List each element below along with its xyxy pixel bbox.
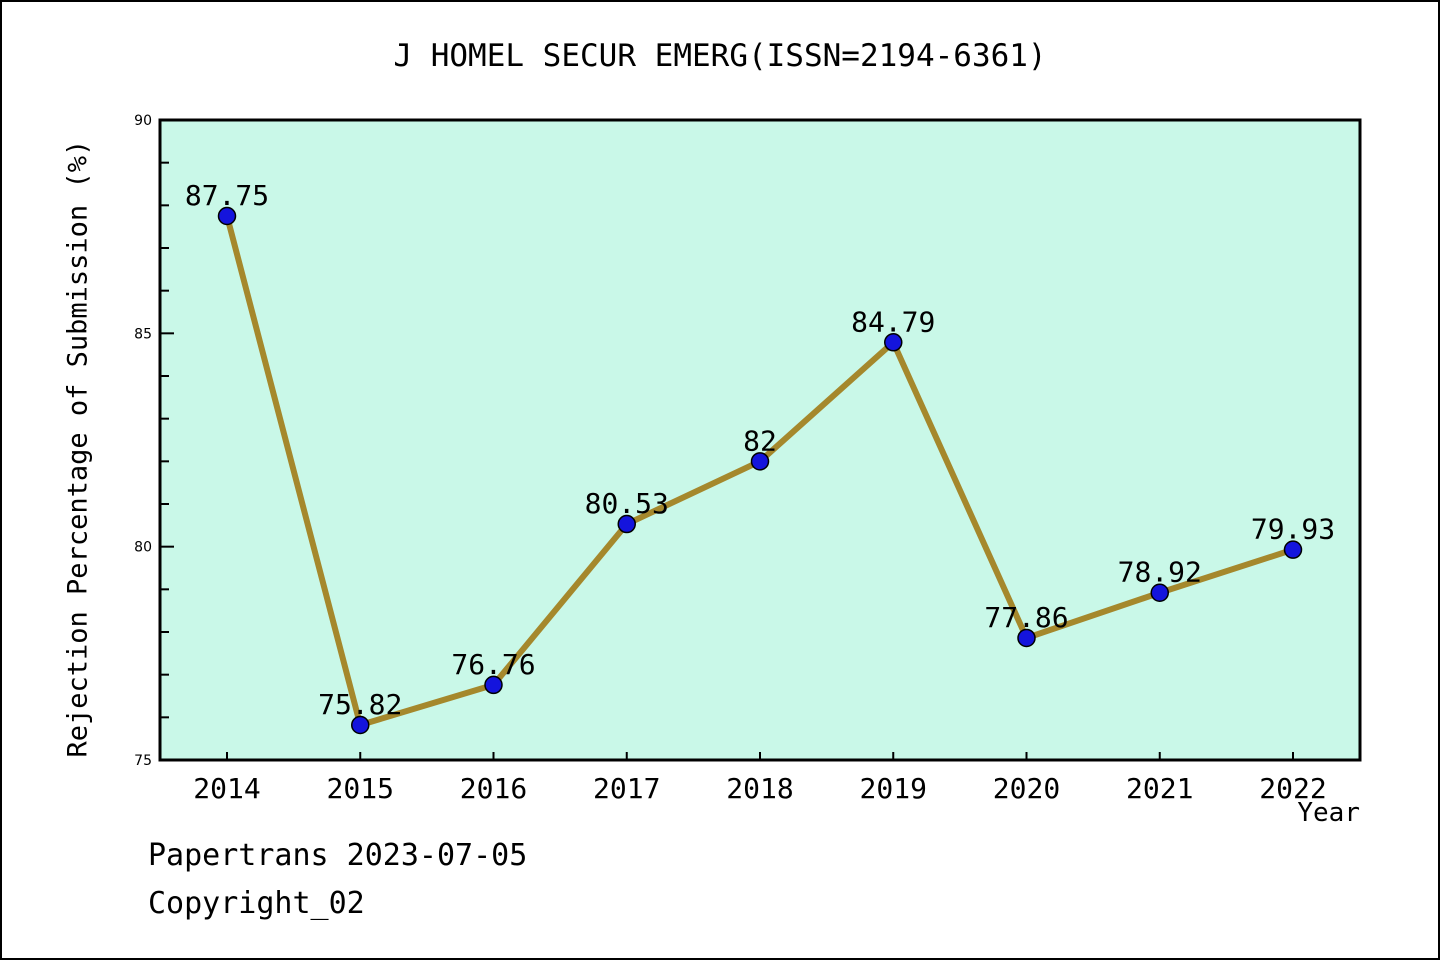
x-tick-label: 2016 — [460, 772, 527, 805]
y-tick-label: 75 — [134, 753, 152, 769]
data-point-label: 78.92 — [1118, 556, 1202, 589]
data-point — [484, 675, 503, 695]
data-point — [217, 206, 237, 226]
data-point — [884, 333, 903, 352]
footer-source-date: Papertrans 2023-07-05 — [148, 838, 528, 873]
data-point-label: 84.79 — [851, 305, 935, 338]
data-point-label: 77.86 — [984, 601, 1068, 634]
data-point-label: 87.75 — [185, 179, 269, 212]
y-tick-label: 90 — [134, 113, 152, 129]
data-point — [1017, 628, 1036, 648]
x-tick-label: 2017 — [593, 772, 660, 805]
data-point-label: 80.53 — [585, 487, 669, 520]
data-point-label: 76.76 — [451, 648, 535, 681]
x-tick-label: 2018 — [726, 772, 793, 805]
chart-title: J HOMEL SECUR EMERG(ISSN=2194-6361) — [393, 38, 1047, 74]
y-tick-label: 85 — [134, 326, 152, 342]
footer-copyright: Copyright_02 — [148, 886, 365, 921]
data-point — [617, 514, 636, 534]
plot-area — [158, 118, 1362, 762]
x-tick-label: 2015 — [327, 772, 394, 805]
x-tick-label: 2020 — [993, 772, 1060, 805]
data-point — [351, 715, 370, 735]
data-point-label: 82 — [743, 424, 777, 457]
y-axis-title: Rejection Percentage of Submission (%) — [62, 139, 94, 758]
data-point-label: 79.93 — [1251, 513, 1335, 546]
x-tick-label: 2019 — [860, 772, 927, 805]
y-tick-label: 80 — [134, 540, 152, 556]
x-tick-label: 2021 — [1126, 772, 1193, 805]
data-point — [1150, 583, 1169, 602]
data-point — [1283, 540, 1303, 559]
x-axis-title: Year — [1297, 798, 1360, 828]
data-point-label: 75.82 — [318, 688, 402, 721]
data-point — [750, 452, 770, 471]
x-tick-label: 2022 — [1259, 772, 1326, 805]
x-tick-label: 2014 — [193, 772, 260, 805]
